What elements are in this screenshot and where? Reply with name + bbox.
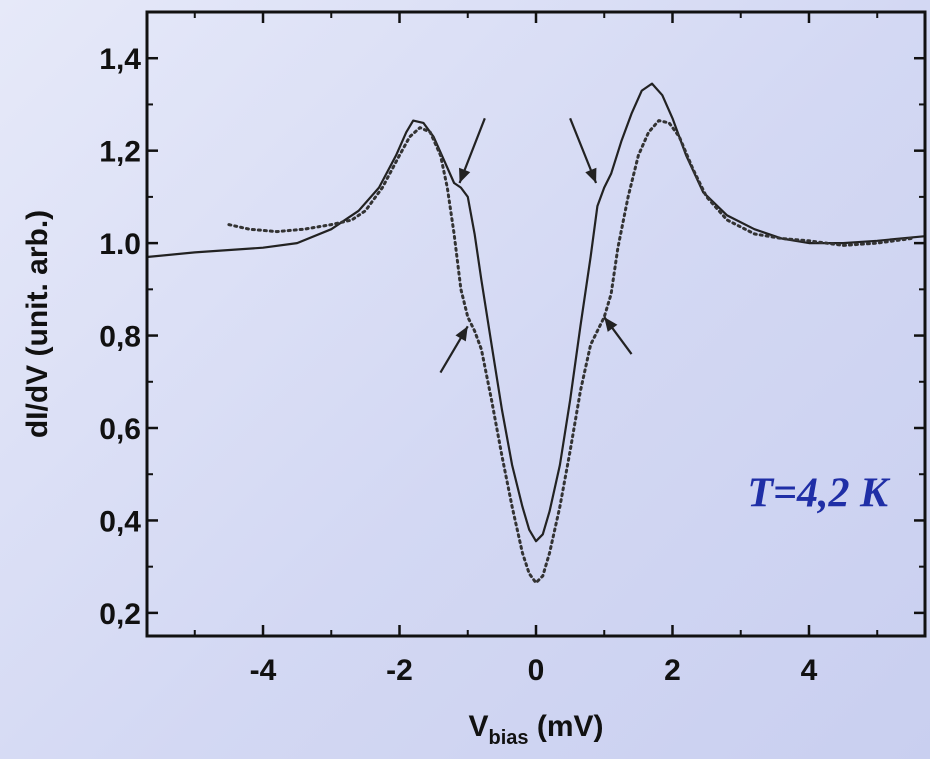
x-axis-label-subscript: bias bbox=[488, 727, 528, 749]
tick-labels: -4 -2 0 2 4 0,2 0,4 0,6 0,8 1.0 1,2 1,4 bbox=[99, 43, 817, 687]
series-line-dotted bbox=[227, 119, 913, 585]
x-tick-label: 2 bbox=[664, 654, 681, 687]
y-tick-label: 0,8 bbox=[99, 321, 141, 354]
data-series bbox=[145, 82, 927, 585]
x-axis-label-unit: (mV) bbox=[529, 710, 604, 743]
arrow-head bbox=[604, 317, 618, 332]
y-tick-label: 1,4 bbox=[99, 43, 141, 76]
x-tick-label: 0 bbox=[528, 654, 545, 687]
y-tick-label: 0,2 bbox=[99, 598, 141, 631]
y-tick-label: 0,6 bbox=[99, 413, 141, 446]
y-tick-label: 1,2 bbox=[99, 136, 141, 169]
temperature-annotation: T=4,2 K bbox=[747, 471, 891, 517]
y-axis-label: dI/dV (unit. arb.) bbox=[21, 210, 54, 438]
plot-frame bbox=[145, 10, 927, 638]
arrow-annotations bbox=[439, 117, 633, 374]
arrow-head bbox=[455, 326, 468, 342]
axis-ticks bbox=[147, 12, 925, 636]
arrow-head bbox=[585, 167, 597, 184]
arrow-head bbox=[459, 167, 471, 184]
y-tick-label: 1.0 bbox=[99, 228, 141, 261]
y-tick-label: 0,4 bbox=[99, 505, 141, 538]
x-tick-label: -2 bbox=[386, 654, 413, 687]
x-axis-label-main: V bbox=[468, 710, 488, 743]
x-tick-label: 4 bbox=[801, 654, 818, 687]
x-axis-label: Vbias (mV) bbox=[468, 710, 603, 749]
x-tick-label: -4 bbox=[250, 654, 277, 687]
